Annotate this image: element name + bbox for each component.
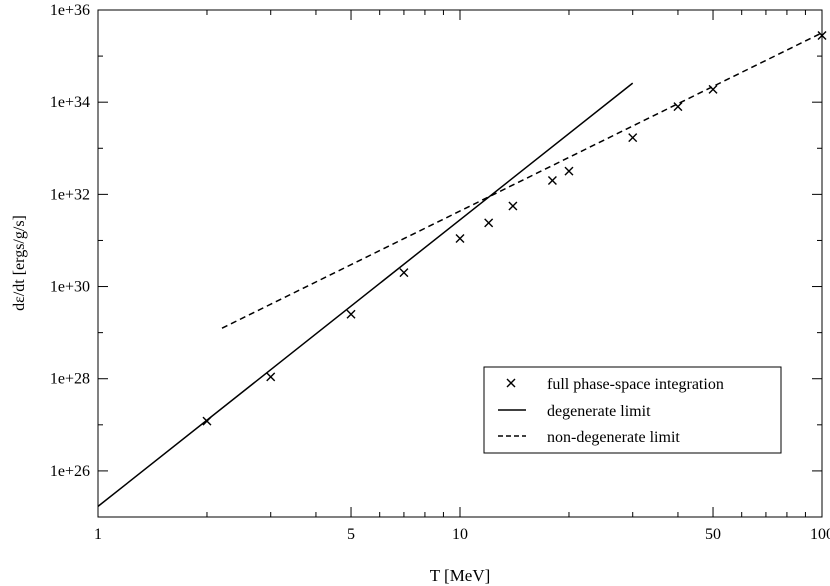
data-point-x-marker xyxy=(708,84,718,94)
x-tick-label: 5 xyxy=(347,526,355,543)
legend-label-degenerate: degenerate limit xyxy=(547,403,651,420)
legend-label-full-phase-space: full phase-space integration xyxy=(547,376,724,393)
y-tick-label: 1e+36 xyxy=(50,2,90,19)
y-tick-label: 1e+26 xyxy=(50,463,90,480)
legend-marker-x-icon xyxy=(506,378,516,388)
y-tick-label: 1e+30 xyxy=(50,279,90,296)
data-point-x-marker xyxy=(455,234,465,244)
y-tick-label: 1e+34 xyxy=(50,94,90,111)
data-point-x-marker xyxy=(266,372,276,382)
data-point-x-marker xyxy=(817,30,827,40)
x-tick-label: 10 xyxy=(452,526,468,543)
tick-labels: 1 5 10 50 100 1e+26 1e+28 1e+30 1e+32 1e+34 1e+36 xyxy=(50,2,830,543)
series-layer xyxy=(97,30,827,507)
data-point-x-marker xyxy=(346,309,356,319)
legend-label-non-degenerate: non-degenerate limit xyxy=(547,429,680,446)
non-degenerate-limit-line xyxy=(221,32,823,329)
data-point-x-marker xyxy=(399,268,409,278)
data-point-x-marker xyxy=(508,201,518,211)
data-point-x-marker xyxy=(564,166,574,176)
degenerate-limit-line xyxy=(97,82,634,507)
x-tick-label: 100 xyxy=(810,526,830,543)
y-axis-label: dε/dt [ergs/g/s] xyxy=(11,215,28,311)
y-tick-label: 1e+28 xyxy=(50,371,90,388)
legend-box xyxy=(483,366,782,454)
data-point-x-marker xyxy=(547,175,557,185)
legend: full phase-space integration degenerate … xyxy=(483,366,782,454)
data-point-x-marker xyxy=(484,218,494,228)
x-axis-label: T [MeV] xyxy=(430,566,491,585)
x-tick-label: 50 xyxy=(705,526,721,543)
y-tick-label: 1e+32 xyxy=(50,186,90,203)
tick-marks xyxy=(97,9,823,518)
x-tick-label: 1 xyxy=(94,526,102,543)
data-point-x-marker xyxy=(673,102,683,112)
data-point-x-marker xyxy=(628,133,638,143)
